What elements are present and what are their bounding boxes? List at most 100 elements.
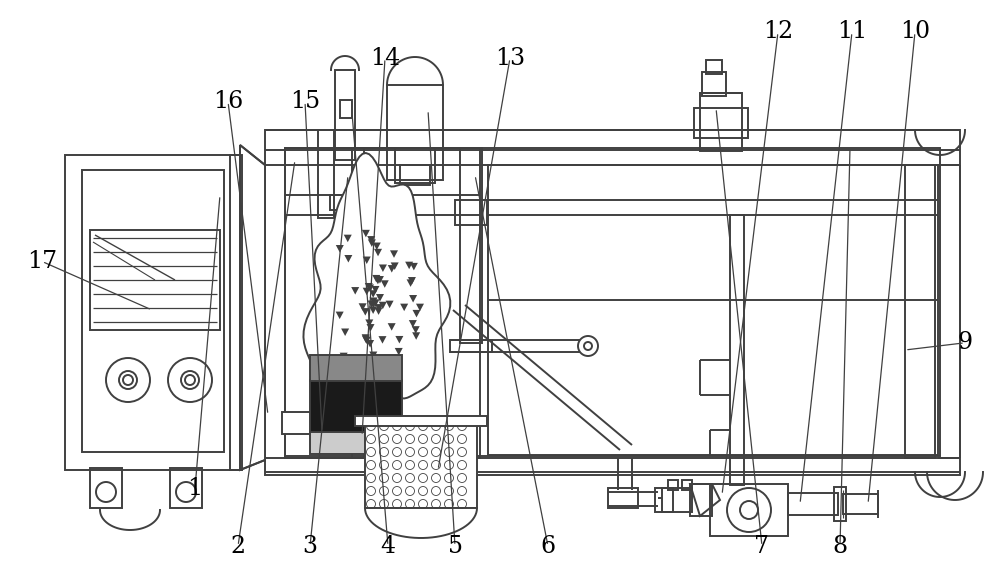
- Text: 5: 5: [448, 535, 462, 558]
- Polygon shape: [372, 275, 380, 282]
- Polygon shape: [391, 263, 399, 270]
- Bar: [355, 416, 487, 426]
- Bar: [230, 155, 242, 470]
- Bar: [702, 72, 726, 96]
- Polygon shape: [368, 300, 376, 308]
- Text: 3: 3: [302, 535, 318, 558]
- Polygon shape: [381, 280, 389, 288]
- Text: 10: 10: [900, 20, 930, 44]
- Text: 6: 6: [540, 535, 556, 558]
- Bar: [387, 85, 443, 180]
- Text: 8: 8: [832, 535, 848, 558]
- Polygon shape: [379, 302, 387, 309]
- Bar: [460, 148, 482, 343]
- Polygon shape: [240, 145, 265, 470]
- Polygon shape: [365, 283, 373, 290]
- Circle shape: [119, 371, 137, 389]
- Bar: [788, 493, 838, 515]
- Polygon shape: [336, 245, 344, 253]
- Text: 16: 16: [213, 90, 243, 113]
- Text: 11: 11: [837, 20, 867, 44]
- Polygon shape: [351, 287, 359, 295]
- Bar: [690, 484, 712, 516]
- Text: 9: 9: [957, 331, 973, 354]
- Polygon shape: [366, 285, 374, 292]
- Bar: [90, 468, 122, 508]
- Polygon shape: [378, 336, 386, 343]
- Polygon shape: [408, 277, 416, 285]
- Polygon shape: [412, 326, 420, 333]
- Bar: [450, 340, 492, 352]
- Polygon shape: [365, 320, 373, 327]
- Bar: [455, 200, 487, 225]
- Bar: [285, 148, 480, 458]
- Circle shape: [578, 336, 598, 356]
- Polygon shape: [366, 340, 374, 347]
- Polygon shape: [375, 307, 383, 315]
- Text: 15: 15: [290, 90, 320, 113]
- Polygon shape: [362, 230, 370, 237]
- Bar: [488, 165, 938, 455]
- Polygon shape: [336, 311, 344, 319]
- Polygon shape: [369, 290, 377, 297]
- Bar: [352, 148, 364, 458]
- Polygon shape: [374, 249, 382, 256]
- Bar: [706, 60, 722, 74]
- Text: 17: 17: [27, 250, 57, 273]
- Bar: [834, 487, 846, 521]
- Text: 13: 13: [495, 46, 525, 70]
- Polygon shape: [341, 328, 349, 336]
- Bar: [282, 412, 350, 434]
- Bar: [395, 148, 435, 183]
- Bar: [318, 148, 334, 218]
- Polygon shape: [386, 300, 394, 308]
- Polygon shape: [388, 323, 396, 331]
- Bar: [65, 155, 240, 470]
- Polygon shape: [344, 255, 352, 263]
- Polygon shape: [374, 277, 382, 284]
- Polygon shape: [371, 299, 379, 307]
- Polygon shape: [369, 352, 377, 359]
- Polygon shape: [369, 301, 377, 308]
- Polygon shape: [370, 297, 378, 305]
- Bar: [668, 480, 678, 490]
- Bar: [82, 170, 224, 452]
- Text: 12: 12: [763, 20, 793, 44]
- Polygon shape: [388, 265, 396, 272]
- Bar: [365, 420, 477, 508]
- Bar: [310, 432, 402, 454]
- Polygon shape: [410, 263, 418, 270]
- Bar: [730, 215, 744, 485]
- Polygon shape: [359, 303, 367, 311]
- Polygon shape: [405, 261, 413, 269]
- Bar: [400, 165, 430, 185]
- Polygon shape: [367, 236, 375, 243]
- Polygon shape: [690, 484, 720, 516]
- Circle shape: [181, 371, 199, 389]
- Bar: [335, 70, 355, 160]
- Polygon shape: [363, 257, 371, 264]
- Polygon shape: [363, 288, 371, 295]
- Polygon shape: [416, 304, 424, 311]
- Bar: [170, 468, 202, 508]
- Bar: [285, 148, 940, 456]
- Bar: [905, 165, 935, 458]
- Polygon shape: [379, 264, 387, 272]
- Bar: [682, 480, 692, 490]
- Bar: [90, 230, 220, 330]
- Bar: [310, 355, 402, 381]
- Polygon shape: [373, 242, 381, 250]
- Bar: [330, 195, 352, 210]
- Circle shape: [727, 488, 771, 532]
- Polygon shape: [365, 508, 477, 538]
- Bar: [662, 488, 692, 512]
- Text: 1: 1: [187, 476, 203, 500]
- Bar: [310, 380, 402, 435]
- Bar: [340, 100, 352, 118]
- Polygon shape: [303, 153, 450, 414]
- Bar: [655, 488, 673, 512]
- Polygon shape: [340, 353, 348, 360]
- Bar: [843, 494, 878, 514]
- Polygon shape: [400, 304, 408, 311]
- Polygon shape: [375, 304, 383, 311]
